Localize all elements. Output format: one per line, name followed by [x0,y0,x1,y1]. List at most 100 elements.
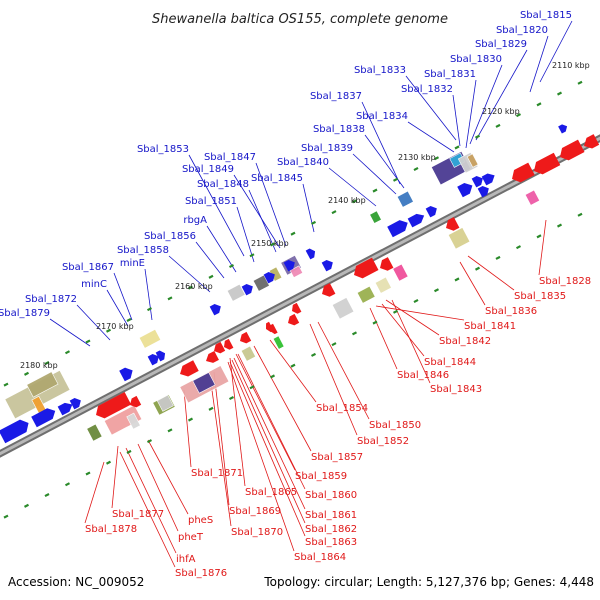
reverse-gene-label: pheS [188,515,213,526]
ruler-dot [392,309,399,314]
tick-label: 2170 kbp [96,322,134,331]
leader-line [233,174,281,249]
leader-line [469,64,503,145]
ruler-dot [331,210,337,215]
leader-line [375,305,465,321]
ruler-dot [372,188,378,193]
leader-line [302,183,315,233]
leader-line [213,371,230,506]
ruler-dot [269,242,276,247]
tick-label: 2180 kbp [20,361,58,370]
leader-line [309,323,358,436]
forward-gene-label: Sbal_1839 [301,143,353,154]
topology-summary: Topology: circular; Length: 5,127,376 bp… [263,575,594,589]
ruler-dot [310,352,317,357]
ruler-dot [495,255,501,260]
forward-gene-label: Sbal_1840 [277,157,329,168]
forward-gene-arrow [147,354,159,366]
leader-line [195,241,225,279]
reverse-gene-label: Sbal_1835 [514,291,566,302]
leader-line [111,445,119,509]
leader-line [76,304,111,341]
forward-gene-arrow [57,402,73,416]
ruler-dot [3,514,9,519]
ruler-dot [536,234,542,239]
leader-line [405,75,457,141]
reverse-gene-arrow [224,338,234,350]
leader-line [113,272,133,321]
reverse-gene-label: Sbal_1857 [311,452,363,463]
reverse-gene-label: Sbal_1843 [430,384,482,395]
forward-gene-label: Sbal_1815 [520,10,572,21]
leader-line [106,289,129,327]
leader-line [369,307,398,370]
forward-gene-label: Sbal_1851 [185,196,237,207]
ruler-dot [146,307,153,312]
leader-line [352,153,397,195]
ruler-dot [44,493,50,498]
reverse-gene-arrow [354,257,379,279]
ruler-dot [536,102,542,107]
ruler-dot [392,177,399,182]
reverse-gene-arrow [288,313,300,326]
leader-line [475,49,528,141]
forward-gene-label: Sbal_1831 [424,69,476,80]
ruler-dot [126,449,132,454]
forward-gene-arrows [0,124,568,444]
reverse-gene-label: Sbal_1876 [175,568,227,579]
tick-label: 2160 kbp [175,282,213,291]
reverse-gene-label: ihfA [176,554,196,565]
tick-label: 2120 kbp [482,107,520,116]
forward-gene-arrow [263,272,275,284]
ruler-dot [515,113,522,118]
feature-block [86,423,103,442]
leader-line [229,361,306,537]
forward-gene-arrow [69,398,81,410]
leader-line [407,121,455,153]
leader-line [317,321,370,420]
leader-line [361,101,401,185]
reverse-gene-arrow [214,341,226,354]
ruler-dot [290,363,296,368]
forward-gene-label: Sbal_1849 [182,164,234,175]
reverse-gene-label: Sbal_1863 [305,537,357,548]
reverse-gene-label: pheT [178,532,204,543]
feature-block [369,210,382,224]
leader-line [84,461,105,524]
forward-gene-label: minC [81,279,107,290]
reverse-gene-label: Sbal_1861 [305,510,357,521]
tick-label: 2140 kbp [328,196,366,205]
forward-gene-arrow [481,173,495,186]
forward-gene-arrow [321,260,333,272]
feature-block [396,190,414,208]
leader-line [248,189,277,253]
reverse-gene-label: Sbal_1870 [231,527,283,538]
reverse-gene-arrow [292,302,302,314]
ruler-dot [474,134,481,139]
feature-block [447,227,471,250]
label-leader-lines [49,20,573,568]
forward-gene-arrow [387,220,408,238]
ruler-dot [474,266,481,271]
leader-line [529,35,549,93]
leader-line [391,299,431,384]
forward-gene-label: Sbal_1847 [204,152,256,163]
genome-backbone [0,134,600,458]
ruler-dot [105,328,112,333]
forward-gene-arrow [407,213,425,228]
reverse-gene-label: Sbal_1836 [485,306,537,317]
reverse-gene-label: Sbal_1844 [424,357,476,368]
ruler-dot [495,123,501,128]
feature-block [252,274,270,292]
ruler-dot [454,277,460,282]
reverse-gene-label: Sbal_1869 [229,506,281,517]
leader-line [465,79,477,149]
forward-gene-arrow [457,182,473,198]
ruler-dot [208,406,214,411]
feature-block [103,404,143,436]
forward-gene-label: Sbal_1833 [354,65,406,76]
ruler-dot [146,439,153,444]
ruler-dot [85,471,91,476]
leader-line [237,353,306,490]
reverse-gene-label: Sbal_1846 [397,370,449,381]
